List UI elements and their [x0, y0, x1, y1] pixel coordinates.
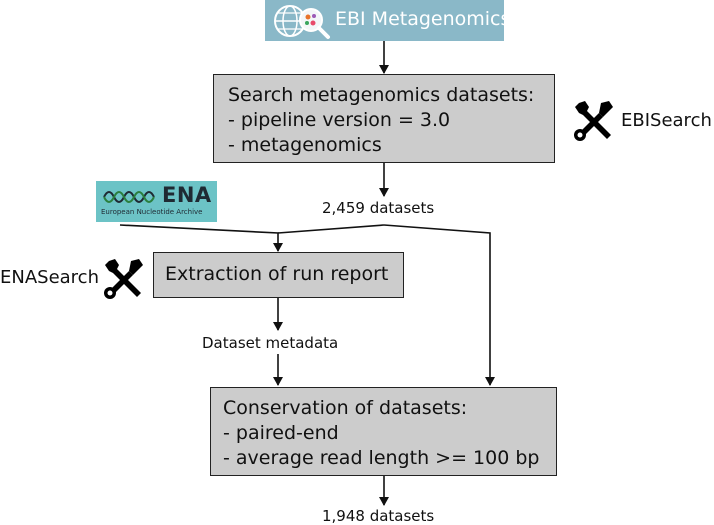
globe-magnifier-icon	[274, 5, 330, 39]
ena-logo-text: ENA	[162, 183, 212, 207]
search-line-1: Search metagenomics datasets:	[228, 84, 535, 106]
wrench-screwdriver-icon	[574, 101, 613, 141]
extraction-box: Extraction of run report	[153, 252, 404, 298]
edge-split-center	[277, 224, 385, 234]
conservation-box: Conservation of datasets: - paired-end -…	[210, 387, 557, 476]
search-line-3: - metagenomics	[228, 134, 382, 156]
wrench-screwdriver-icon	[104, 259, 143, 299]
final-count-label: 1,948 datasets	[322, 507, 435, 525]
enasearch-label: ENASearch	[0, 267, 99, 288]
search-datasets-box: Search metagenomics datasets: - pipeline…	[213, 74, 555, 163]
ebi-logo-text: EBI Metagenomics	[335, 8, 511, 30]
extraction-line-1: Extraction of run report	[165, 263, 389, 285]
ena-logo-subtitle: European Nucleotide Archive	[101, 208, 203, 216]
dataset-metadata-label: Dataset metadata	[202, 334, 339, 352]
ebisearch-label: EBISearch	[621, 110, 712, 131]
conservation-line-3: - average read length >= 100 bp	[223, 447, 540, 469]
search-line-2: - pipeline version = 3.0	[228, 109, 451, 131]
dna-wave-icon	[103, 191, 155, 203]
conservation-line-2: - paired-end	[223, 422, 339, 444]
ebi-metagenomics-logo: EBI Metagenomics	[265, 0, 510, 41]
ena-logo: ENA European Nucleotide Archive	[96, 181, 217, 222]
conservation-line-1: Conservation of datasets:	[223, 397, 468, 419]
datasets-count-label: 2,459 datasets	[322, 199, 435, 217]
edge-split-left	[119, 224, 283, 252]
edge-split-right	[383, 224, 495, 386]
